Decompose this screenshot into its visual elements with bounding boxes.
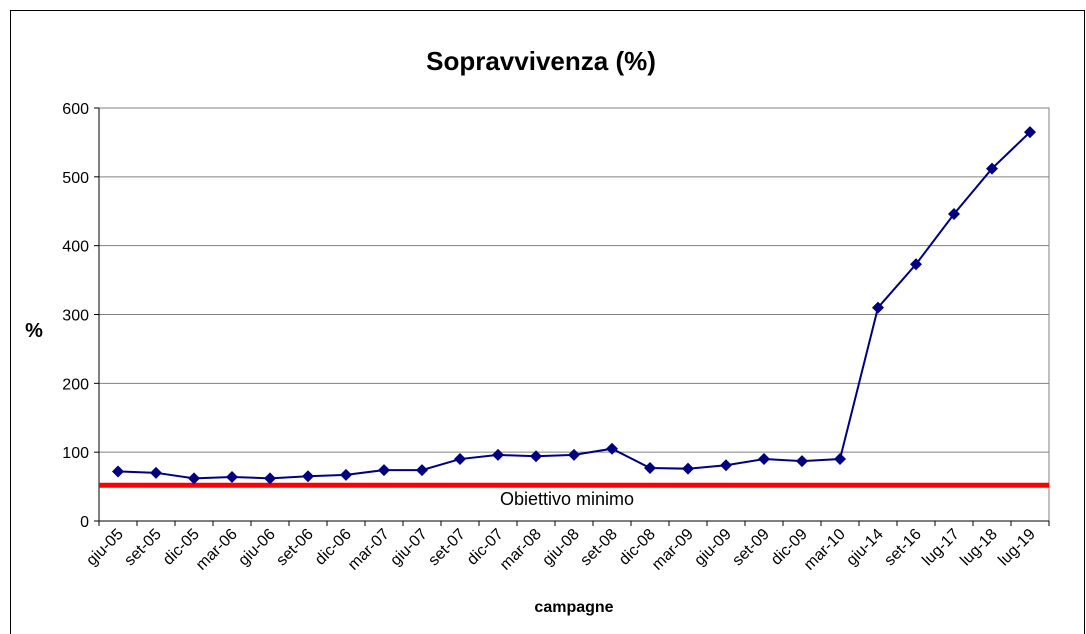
- data-point: [188, 472, 200, 485]
- data-point: [416, 464, 428, 477]
- data-point: [758, 453, 770, 466]
- data-point: [530, 450, 542, 463]
- data-point: [492, 448, 504, 461]
- y-axis-label: %: [25, 320, 43, 342]
- y-tick-label: 200: [62, 376, 89, 393]
- data-point: [910, 258, 922, 271]
- data-point: [340, 468, 352, 481]
- data-point: [378, 464, 390, 477]
- y-tick-label: 400: [62, 239, 89, 256]
- data-point: [1024, 126, 1036, 139]
- data-point: [454, 453, 466, 466]
- data-point: [302, 470, 314, 483]
- threshold-label: Obiettivo minimo: [500, 489, 634, 509]
- data-point: [720, 459, 732, 472]
- data-point: [226, 470, 238, 483]
- data-point: [644, 461, 656, 474]
- data-point: [682, 462, 694, 475]
- data-point: [606, 442, 618, 455]
- y-tick-label: 100: [62, 445, 89, 462]
- data-point: [834, 453, 846, 466]
- data-point: [150, 466, 162, 479]
- data-point: [112, 465, 124, 478]
- x-axis-label: campagne: [534, 599, 613, 616]
- y-tick-label: 600: [62, 101, 89, 118]
- chart-title: Sopravvivenza (%): [426, 46, 656, 76]
- y-tick-label: 0: [80, 514, 89, 531]
- data-point: [264, 472, 276, 485]
- y-tick-label: 300: [62, 308, 89, 325]
- data-point: [796, 455, 808, 468]
- y-tick-label: 500: [62, 170, 89, 187]
- data-point: [986, 162, 998, 175]
- data-point: [948, 208, 960, 221]
- data-point: [872, 301, 884, 314]
- data-point: [568, 448, 580, 461]
